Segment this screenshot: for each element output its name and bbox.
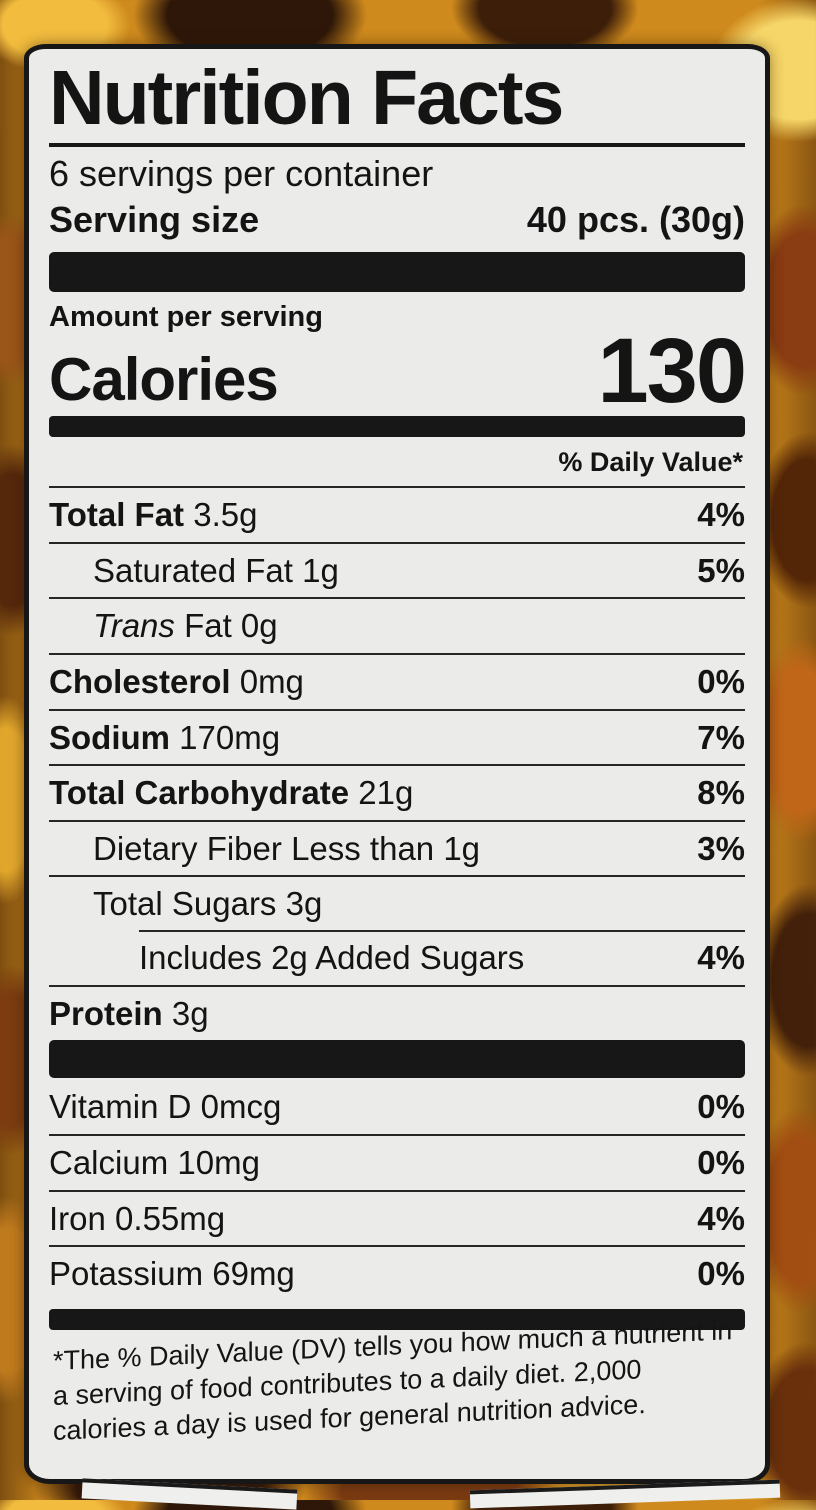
micronutrient-row-iron: Iron 0.55mg 4% <box>49 1189 745 1246</box>
nutrient-dv: 0% <box>697 1143 745 1181</box>
nutrient-name: Trans <box>93 607 175 645</box>
nutrient-amount: 0mg <box>239 663 304 701</box>
nutrient-text: Calcium 10mg <box>49 1144 260 1182</box>
nutrient-row-trans-fat: Trans Fat 0g <box>49 597 745 653</box>
calories-row: Calories 130 <box>49 320 747 423</box>
separator-bar-thick-top <box>49 252 745 293</box>
nutrient-row-dietary-fiber: Dietary Fiber Less than 1g 3% <box>49 819 745 876</box>
calories-label: Calories <box>49 346 279 414</box>
nutrient-text: Saturated Fat 1g <box>93 552 339 590</box>
nutrient-name: Includes 2g Added Sugars <box>139 939 525 977</box>
nutrient-amount: Fat 0g <box>184 607 278 645</box>
servings-per-container: 6 servings per container <box>49 153 434 195</box>
nutrient-dv: 7% <box>697 718 745 756</box>
nutrient-name: Potassium <box>49 1255 204 1293</box>
nutrient-name: Protein <box>49 994 163 1032</box>
nutrient-text: Iron 0.55mg <box>49 1200 225 1238</box>
amount-per-serving: Amount per serving <box>49 301 323 334</box>
nutrient-dv: 5% <box>697 551 745 589</box>
nutrient-amount: 10mg <box>177 1143 260 1181</box>
nutrient-amount: 0.55mg <box>115 1199 226 1237</box>
nutrient-dv: 8% <box>697 774 745 812</box>
nutrient-name: Sodium <box>49 718 170 756</box>
nutrient-row-total-sugars: Total Sugars 3g <box>49 875 745 931</box>
nutrient-row-sodium: Sodium 170mg 7% <box>49 708 745 765</box>
nutrient-text: Sodium 170mg <box>49 719 280 757</box>
nutrient-text: Total Carbohydrate 21g <box>49 774 413 812</box>
nutrient-text: Total Sugars 3g <box>93 885 322 923</box>
nutrient-text: Includes 2g Added Sugars <box>139 939 524 977</box>
nutrient-name: Vitamin D <box>49 1088 192 1126</box>
nutrient-amount: 0mcg <box>200 1088 282 1126</box>
nutrient-name: Iron <box>49 1199 106 1237</box>
nutrition-facts-title: Nutrition Facts <box>49 55 564 141</box>
nutrient-name: Total Sugars <box>93 885 277 923</box>
nutrient-dv: 4% <box>697 1199 745 1237</box>
micronutrient-row-calcium: Calcium 10mg 0% <box>49 1133 745 1190</box>
nutrient-text: Protein 3g <box>49 995 209 1033</box>
nutrient-row-total-carbohydrate: Total Carbohydrate 21g 8% <box>49 764 745 820</box>
nutrition-facts-label: Nutrition Facts 6 servings per container… <box>24 44 770 1484</box>
daily-value-footnote: *The % Daily Value (DV) tells you how mu… <box>53 1314 733 1446</box>
nutrient-name: Total Fat <box>49 496 185 534</box>
nutrient-dv: 3% <box>697 829 745 867</box>
separator-bar-medium-calories <box>49 416 745 438</box>
serving-size-row: Serving size 40 pcs. (30g) <box>49 198 745 241</box>
nutrient-dv: 4% <box>697 496 745 534</box>
nutrient-amount: 170mg <box>179 718 281 756</box>
micronutrient-row-potassium: Potassium 69mg 0% <box>49 1245 745 1301</box>
nutrient-amount: 3g <box>285 885 323 923</box>
separator-bar-thick-middle <box>49 1040 745 1079</box>
nutrient-row-total-fat: Total Fat 3.5g 4% <box>49 486 745 542</box>
nutrient-row-protein: Protein 3g <box>49 984 745 1041</box>
serving-size-label: Serving size <box>49 198 260 240</box>
micronutrient-row-vitamin-d: Vitamin D 0mcg 0% <box>49 1080 745 1134</box>
nutrient-dv: 0% <box>697 1088 745 1126</box>
serving-size-value: 40 pcs. (30g) <box>526 198 745 240</box>
nutrient-amount: 69mg <box>212 1255 295 1293</box>
daily-value-header: % Daily Value* <box>558 447 743 478</box>
nutrient-text: Total Fat 3.5g <box>49 496 257 534</box>
nutrient-amount: Less than 1g <box>291 829 481 867</box>
nutrient-name: Cholesterol <box>49 663 231 701</box>
separator-bar-medium-bottom <box>49 1308 745 1330</box>
nutrient-name: Total Carbohydrate <box>49 774 350 812</box>
calories-value: 130 <box>597 320 747 423</box>
nutrient-name: Calcium <box>49 1143 169 1181</box>
nutrient-row-cholesterol: Cholesterol 0mg 0% <box>49 653 745 709</box>
nutrient-text: Potassium 69mg <box>49 1255 295 1293</box>
nutrient-dv: 0% <box>697 1255 745 1293</box>
nutrient-amount: 3g <box>171 994 209 1032</box>
nutrient-name: Saturated Fat <box>93 551 293 589</box>
calories-section: Amount per serving Calories 130 <box>49 301 747 423</box>
nutrient-dv: 4% <box>697 939 745 977</box>
nutrient-text: Trans Fat 0g <box>93 607 278 645</box>
nutrient-text: Vitamin D 0mcg <box>49 1088 281 1126</box>
nutrient-amount: 1g <box>302 551 339 589</box>
nutrient-name: Dietary Fiber <box>93 829 282 867</box>
nutrient-amount: 21g <box>358 774 414 812</box>
nutrient-row-saturated-fat: Saturated Fat 1g 5% <box>49 541 745 598</box>
nutrient-row-added-sugars: Includes 2g Added Sugars 4% <box>49 930 745 985</box>
nutrient-amount: 3.5g <box>193 496 258 534</box>
title-divider <box>49 143 745 148</box>
nutrient-text: Dietary Fiber Less than 1g <box>93 830 480 868</box>
nutrient-dv: 0% <box>697 663 745 701</box>
nutrient-text: Cholesterol 0mg <box>49 663 304 701</box>
